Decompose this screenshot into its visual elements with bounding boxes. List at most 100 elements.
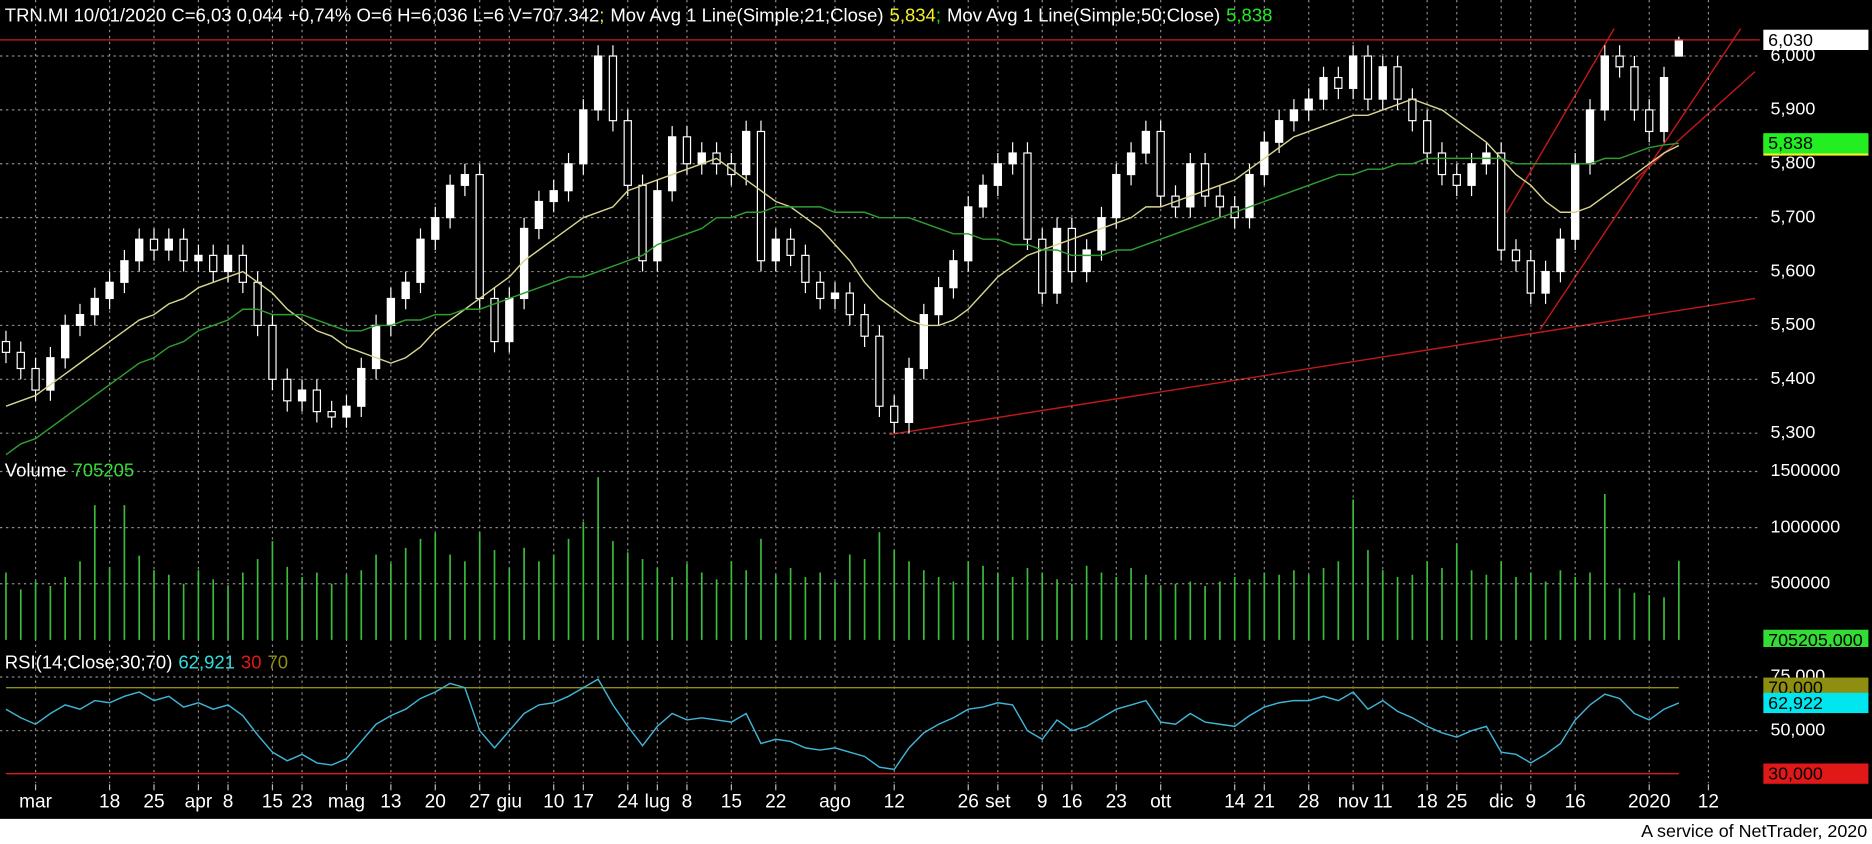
- candle-body: [1052, 227, 1062, 294]
- channel-line: [1635, 71, 1756, 180]
- x-tick-label: 17: [573, 791, 594, 812]
- x-tick-label: ott: [1150, 791, 1172, 812]
- rsi-level-label-box: [1763, 763, 1869, 784]
- candle-body: [1156, 130, 1165, 197]
- candle-body: [682, 136, 692, 165]
- candle-body: [934, 287, 943, 316]
- candle-body: [149, 238, 159, 251]
- candle-body: [283, 378, 292, 402]
- header-part: 62,921: [178, 652, 235, 673]
- candle-body: [1437, 152, 1447, 176]
- x-tick-label: mar: [19, 791, 53, 812]
- candle-body: [342, 405, 351, 418]
- volume-last-label: 705205,000: [1768, 630, 1863, 650]
- header-part: Mov Avg 1 Line(Simple;50;Close): [947, 5, 1220, 26]
- x-tick-label: 23: [1106, 791, 1127, 812]
- x-tick-label: 18: [1417, 791, 1438, 812]
- candle-body: [1467, 163, 1476, 186]
- candle-body: [1659, 76, 1669, 133]
- header-part: 5,838: [1226, 5, 1272, 26]
- candle-body: [120, 260, 129, 283]
- candle-body: [1378, 66, 1387, 100]
- candle-body: [845, 292, 854, 316]
- channel-line: [1539, 28, 1742, 330]
- candle-body: [1497, 152, 1506, 251]
- candle-body: [816, 281, 825, 300]
- candle-body: [608, 55, 618, 122]
- candle-body: [445, 184, 455, 219]
- candle-body: [505, 297, 514, 343]
- header-part: 70: [267, 652, 288, 673]
- x-tick-label: apr: [185, 791, 213, 812]
- x-tick-label: 23: [291, 791, 312, 812]
- candle-body: [1511, 249, 1521, 262]
- candle-body: [890, 405, 899, 423]
- x-tick-label: 22: [765, 791, 786, 812]
- x-tick-label: giu: [497, 791, 522, 812]
- candle-body: [475, 173, 484, 300]
- x-tick-label: 25: [143, 791, 164, 812]
- header-part: ;: [936, 5, 941, 26]
- candle-body: [756, 130, 766, 262]
- candle-body: [238, 254, 248, 283]
- y-tick-label: 5,800: [1771, 153, 1816, 173]
- candle-body: [564, 163, 573, 192]
- moving-average-label-box: [1763, 133, 1869, 154]
- candle-body: [1008, 152, 1017, 165]
- y-tick-label: 50,000: [1771, 719, 1826, 739]
- candle-body: [860, 314, 869, 337]
- moving-average: [5, 98, 1680, 407]
- candle-body: [490, 297, 499, 343]
- candle-body: [593, 55, 603, 111]
- header-part: RSI(14;Close;30;70): [5, 652, 173, 673]
- panel-header: RSI(14;Close;30;70) 62,921 30 70: [5, 652, 288, 673]
- candle-body: [638, 184, 647, 262]
- candle-body: [371, 324, 381, 370]
- x-tick-label: 14: [1224, 791, 1246, 812]
- candle-body: [1245, 173, 1254, 219]
- candle-body: [431, 217, 440, 240]
- candle-body: [1348, 55, 1358, 89]
- header-part: TRN.MI 10/01/2020 C=6,03 0,044 +0,74% O=…: [5, 5, 600, 26]
- candle-body: [978, 184, 988, 208]
- x-tick-label: 25: [1446, 791, 1467, 812]
- candle-body: [1215, 195, 1225, 208]
- candle-body: [1645, 109, 1654, 133]
- candle-body: [164, 238, 173, 251]
- x-tick-label: 12: [884, 791, 905, 812]
- y-tick-label: 5,600: [1771, 260, 1816, 280]
- x-tick-label: 16: [1061, 791, 1082, 812]
- candle-body: [135, 238, 144, 262]
- y-tick-label: 500000: [1771, 572, 1831, 592]
- candle-body: [327, 411, 336, 418]
- candle-body: [460, 173, 470, 186]
- candle-body: [1023, 152, 1032, 240]
- y-tick-label: 5,300: [1771, 422, 1816, 442]
- candle-body: [1526, 260, 1535, 294]
- candle-body: [253, 281, 262, 327]
- x-tick-label: 18: [99, 791, 120, 812]
- candle-body: [1393, 66, 1402, 100]
- candle-body: [105, 281, 114, 300]
- candle-body: [1112, 173, 1121, 219]
- candle-body: [875, 335, 884, 407]
- x-tick-label: 28: [1298, 791, 1319, 812]
- y-tick-label: 5,500: [1771, 314, 1816, 334]
- moving-average-label: 5,838: [1768, 133, 1813, 153]
- header-part: Volume: [5, 459, 67, 480]
- trend-line: [889, 297, 1756, 436]
- x-tick-label: nov: [1338, 791, 1369, 812]
- channel-line: [1506, 28, 1615, 213]
- candle-body: [46, 357, 55, 391]
- rsi-last-label: 62,922: [1768, 693, 1823, 713]
- panel-header: Volume 705205: [5, 459, 134, 480]
- candle-body: [1097, 217, 1106, 251]
- candle-body: [297, 389, 307, 402]
- volume-last-label-box: [1763, 629, 1869, 648]
- y-tick-label: 5,700: [1771, 206, 1816, 226]
- candle-body: [1274, 120, 1284, 143]
- candle-body: [919, 314, 929, 370]
